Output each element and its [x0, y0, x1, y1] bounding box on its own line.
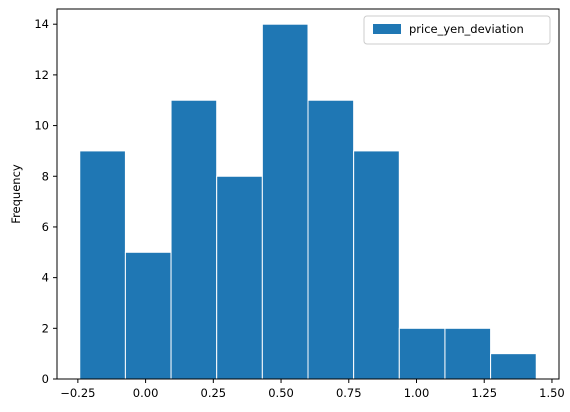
bars-group [79, 23, 537, 380]
x-tick-label: 0.25 [201, 386, 227, 400]
histogram-bar [353, 150, 400, 380]
y-tick-label: 8 [42, 169, 49, 183]
plot-frame [56, 8, 560, 380]
histogram-bar [124, 251, 172, 380]
x-tick-label: 0.00 [133, 386, 159, 400]
x-tick-label: 0.50 [268, 386, 294, 400]
y-axis-label: Frequency [9, 164, 23, 224]
x-tick-label: 0.75 [336, 386, 362, 400]
y-tick-label: 4 [42, 271, 49, 285]
histogram-bar [79, 150, 126, 380]
histogram-bar [261, 23, 309, 380]
legend: price_yen_deviation [363, 15, 551, 45]
legend-box [363, 15, 551, 45]
x-tick-label: 1.25 [471, 386, 497, 400]
y-tick-label: 6 [42, 220, 49, 234]
y-tick-label: 0 [42, 372, 49, 386]
x-tick-label: 1.50 [539, 386, 565, 400]
x-axis: −0.25 0.00 0.25 0.50 0.75 1.00 1.25 1.50 [60, 379, 565, 400]
y-tick-label: 14 [34, 17, 49, 31]
histogram-bar [444, 327, 492, 380]
y-tick-label: 12 [34, 68, 49, 82]
histogram-bar [170, 99, 218, 380]
histogram-bar [307, 99, 355, 380]
histogram-bar [216, 175, 263, 380]
x-tick-label: 1.00 [404, 386, 430, 400]
x-tick-label: −0.25 [60, 386, 95, 400]
legend-swatch [373, 24, 401, 34]
histogram-bar [398, 327, 446, 380]
y-tick-label: 2 [42, 321, 49, 335]
legend-label: price_yen_deviation [409, 22, 524, 36]
y-tick-label: 10 [34, 119, 49, 133]
y-axis: 0 2 4 6 8 10 12 14 [34, 17, 57, 386]
histogram-bar [490, 353, 537, 380]
